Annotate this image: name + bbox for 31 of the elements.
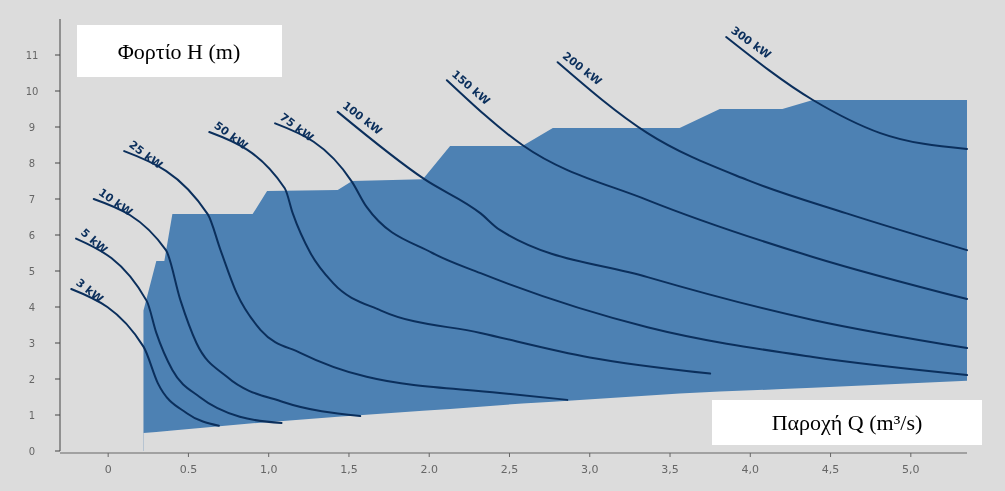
y-tick-label: 1 [28,410,36,421]
x-axis-title: Παροχή Q (m³/s) [771,410,923,435]
y-tick-label: 8 [28,158,36,169]
text: 200 kW [559,49,605,89]
y-tick-label: 6 [28,230,36,241]
x-tick-label: 1,5 [340,463,358,476]
x-tick-label: 3,0 [581,463,599,476]
y-tick-label: 9 [28,122,36,133]
y-axis-title: Φορτίο H (m) [117,39,241,64]
x-tick-label: 4,5 [821,463,840,476]
y-tick-label: 7 [28,194,36,205]
y-tick-label: 11 [25,50,39,61]
x-tick-label: 2,5 [500,463,519,476]
x-tick-label: 1,0 [259,463,278,476]
x-tick-label: 2.0 [420,463,438,476]
x-tick-label: 5,0 [902,463,920,476]
y-tick-label: 0 [28,446,36,457]
y-tick-label: 10 [25,86,39,97]
text: 3 kW [73,276,106,306]
x-tick-label: 3,5 [661,463,679,476]
y-tick-label: 4 [28,302,36,313]
text: 5 kW [78,226,110,257]
y-tick-label: 3 [28,338,36,349]
text: 300 kW [728,23,774,62]
x-tick-label: 4,0 [741,463,760,476]
x-tick-label: 0 [104,463,112,476]
y-tick-label: 2 [28,374,36,385]
line-series [75,237,283,424]
text: 100 kW [339,98,385,138]
x-tick-label: 0.5 [179,463,198,476]
y-tick-label: 5 [28,266,36,277]
